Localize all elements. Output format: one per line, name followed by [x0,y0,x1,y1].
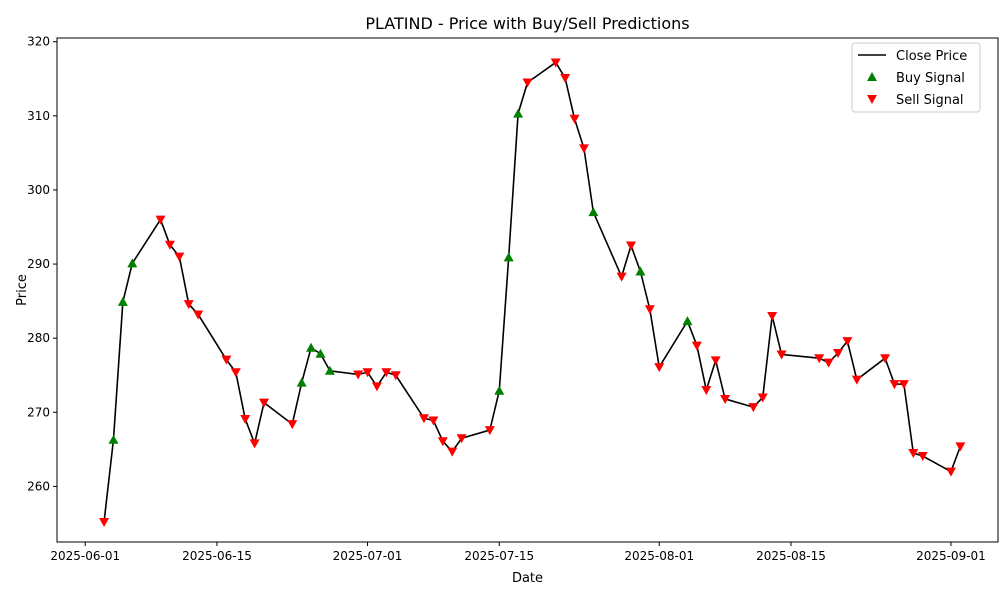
sell-signal-marker [447,447,458,457]
sell-signal-marker [710,356,721,366]
y-axis-label: Price [15,274,30,306]
x-tick-label: 2025-08-01 [624,549,694,563]
buy-signal-marker [296,377,307,387]
sell-signal-marker [155,215,166,225]
buy-signal-marker [306,342,317,352]
y-tick-label: 260 [27,479,50,493]
sell-signal-marker [767,311,778,321]
plot-area [99,58,966,527]
buy-signal-marker [513,108,524,118]
sell-signal-marker [776,350,787,360]
sell-signal-marker [908,449,919,459]
sell-signal-marker [99,517,110,527]
sell-signal-marker [249,439,260,449]
sell-signal-marker [353,370,364,380]
legend-label: Sell Signal [896,93,964,108]
x-axis-label: Date [512,571,543,586]
sell-signal-marker [701,386,712,396]
y-tick-label: 290 [27,257,50,271]
x-tick-label: 2025-09-01 [916,549,986,563]
sell-signal-marker [221,355,232,365]
y-axis: 260 270 280 290 300 310 320 [27,35,57,493]
sell-signal-marker [428,416,439,426]
sell-signal-marker [569,114,580,124]
chart-title: PLATIND - Price with Buy/Sell Prediction… [365,14,689,33]
sell-signal-marker [560,74,571,84]
sell-signal-marker [578,144,589,154]
sell-signal-marker [833,349,844,358]
close-price-line [103,61,962,523]
sell-signal-marker [814,354,825,364]
buy-signal-marker [682,316,693,326]
sell-signal-marker [174,252,185,262]
sell-signal-marker [889,380,900,390]
legend-box [851,42,981,113]
buy-signal-marker [635,266,646,276]
sell-signal-marker [842,337,853,347]
legend-sell-swatch [867,95,877,104]
sell-signal-marker [955,442,966,452]
sell-signal-marker [880,354,891,364]
y-tick-label: 320 [27,35,50,49]
sell-signal-marker [851,375,862,385]
y-tick-label: 270 [27,405,50,419]
legend: Close Price Buy Signal Sell Signal [851,42,981,113]
sell-signal-marker [691,341,702,351]
sell-signal-marker [823,358,834,368]
x-tick-label: 2025-07-01 [333,549,403,563]
y-tick-label: 280 [27,331,50,345]
buy-signal-marker [503,252,514,262]
sell-signal-marker [183,300,194,310]
plot-frame [56,37,999,543]
y-tick-label: 300 [27,183,50,197]
x-tick-label: 2025-06-01 [50,549,120,563]
sell-signal-marker [390,371,401,381]
sell-signal-marker [418,414,429,424]
legend-label: Buy Signal [896,71,965,86]
sell-signal-marker [362,368,373,378]
legend-buy-swatch [867,72,877,81]
sell-signal-marker [484,426,495,436]
sell-signal-marker [522,78,533,88]
sell-signal-marker [644,305,655,315]
sell-signal-marker [287,420,298,430]
sell-signal-marker [456,434,467,444]
x-axis: 2025-06-01 2025-06-15 2025-07-01 2025-07-15… [50,542,986,563]
buy-signal-marker [494,385,505,395]
sell-signal-marker [230,368,241,378]
sell-signal-marker [898,380,909,390]
y-tick-label: 310 [27,109,50,123]
x-tick-label: 2025-06-15 [182,549,252,563]
sell-signal-marker [371,382,382,392]
sell-signal-marker [381,368,392,378]
buy-signal-marker [108,434,119,444]
sell-signal-marker [437,437,448,447]
sell-signal-marker [240,414,251,424]
buy-signal-marker [127,258,138,268]
x-tick-label: 2025-07-15 [464,549,534,563]
legend-label: Close Price [896,49,967,64]
buy-signal-marker [324,365,335,375]
buy-signal-marker [315,348,326,358]
sell-signal-marker [748,403,759,413]
x-tick-label: 2025-08-15 [756,549,826,563]
sell-signal-marker [720,394,731,404]
sell-signal-marker [616,272,627,282]
sell-signal-marker [917,452,928,462]
sell-signal-marker [626,241,637,251]
sell-signal-marker [193,310,204,320]
buy-signal-marker [588,207,599,217]
sell-signal-marker [259,398,270,408]
sell-signal-marker [654,363,665,373]
sell-signal-marker [164,240,175,250]
sell-signal-marker [945,467,956,477]
buy-signal-marker [117,296,128,306]
sell-signal-marker [757,393,768,403]
sell-signal-marker [550,58,561,68]
